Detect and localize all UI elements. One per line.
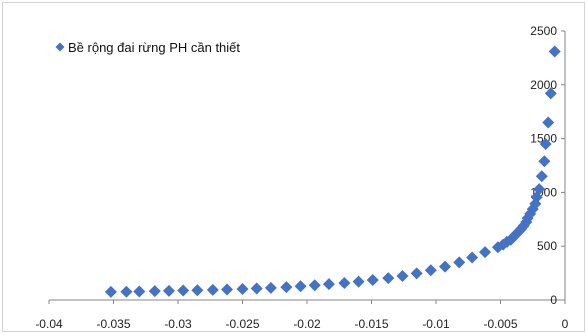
legend-label: Bề rộng đai rừng PH cần thiết: [68, 40, 240, 55]
scatter-chart: -0.04 -0.035 -0.03 -0.025 -0.02 -0.015 -0.01 -0…: [35, 24, 569, 331]
x-tick-label: -0.005: [483, 317, 517, 331]
data-point: [120, 285, 133, 298]
data-point: [236, 283, 249, 296]
x-tick-label: -0.04: [35, 317, 63, 331]
data-point: [538, 155, 551, 168]
data-point: [453, 256, 466, 269]
data-point: [352, 275, 365, 288]
x-tick-label: -0.015: [354, 317, 388, 331]
x-tick-label: 0: [562, 317, 569, 331]
data-point: [439, 260, 452, 273]
data-point: [133, 285, 146, 298]
legend: Bề rộng đai rừng PH cần thiết: [55, 40, 240, 55]
y-tick-label: 500: [537, 239, 557, 253]
data-point: [424, 264, 437, 277]
data-point: [479, 246, 492, 259]
data-point: [162, 284, 175, 297]
data-point: [206, 283, 219, 296]
data-point: [396, 270, 409, 283]
data-point: [264, 281, 277, 294]
data-point: [191, 284, 204, 297]
data-point: [221, 283, 234, 296]
data-point: [410, 267, 423, 280]
legend-marker-diamond: [55, 42, 65, 52]
data-point: [294, 280, 307, 293]
x-tick-label: -0.035: [96, 317, 130, 331]
x-tick-label: -0.01: [422, 317, 450, 331]
data-point: [104, 285, 117, 298]
data-point: [308, 279, 321, 292]
data-point: [338, 276, 351, 289]
data-points: [104, 45, 561, 298]
data-point: [542, 116, 555, 129]
data-point: [539, 137, 552, 150]
data-point: [535, 170, 548, 183]
chart-frame: -0.04 -0.035 -0.03 -0.025 -0.02 -0.015 -0.01 -0…: [2, 2, 585, 332]
data-point: [466, 251, 479, 264]
y-tick-label: 1500: [530, 132, 557, 146]
x-tick-label: -0.02: [293, 317, 321, 331]
x-tick-labels: -0.04 -0.035 -0.03 -0.025 -0.02 -0.015 -0.01 -0…: [35, 300, 569, 331]
x-tick-label: -0.025: [225, 317, 259, 331]
data-point: [148, 285, 161, 298]
data-point: [366, 273, 379, 286]
data-point: [177, 284, 190, 297]
y-tick-label: 0: [550, 293, 557, 307]
y-tick-label: 2500: [530, 24, 557, 38]
data-point: [322, 278, 335, 291]
data-point: [250, 282, 263, 295]
x-tick-label: -0.03: [164, 317, 192, 331]
y-tick-label: 2000: [530, 78, 557, 92]
data-point: [544, 87, 557, 100]
data-point: [280, 281, 293, 294]
axes-layer: [49, 31, 566, 301]
data-point: [382, 272, 395, 285]
data-point: [533, 183, 546, 196]
data-point: [548, 45, 561, 58]
